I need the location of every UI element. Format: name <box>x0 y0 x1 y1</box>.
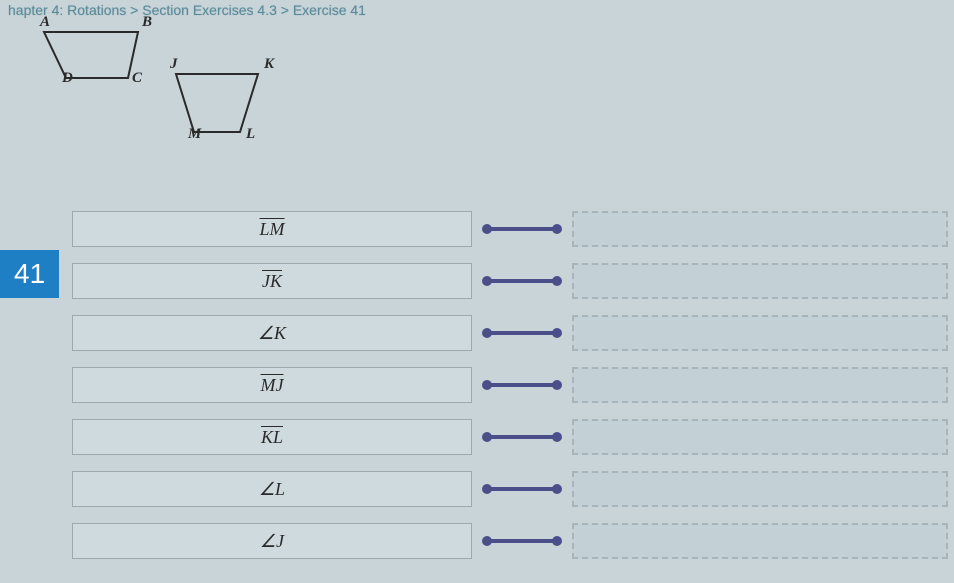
svg-text:M: M <box>187 126 202 142</box>
matching-area: LM JK ∠K MJ KL ∠L ∠J <box>72 210 952 574</box>
source-tile[interactable]: MJ <box>72 367 472 403</box>
svg-text:B: B <box>141 14 152 30</box>
source-tile[interactable]: KL <box>72 419 472 455</box>
svg-text:L: L <box>245 126 255 142</box>
match-row: ∠L <box>72 470 952 508</box>
target-dropzone[interactable] <box>572 471 948 507</box>
source-tile[interactable]: LM <box>72 211 472 247</box>
target-dropzone[interactable] <box>572 315 948 351</box>
source-label: LM <box>259 219 284 240</box>
target-dropzone[interactable] <box>572 263 948 299</box>
connector <box>472 315 572 351</box>
source-tile[interactable]: JK <box>72 263 472 299</box>
source-label: MJ <box>261 375 284 396</box>
target-dropzone[interactable] <box>572 419 948 455</box>
match-row: JK <box>72 262 952 300</box>
svg-text:J: J <box>169 56 178 72</box>
source-tile[interactable]: ∠L <box>72 471 472 507</box>
match-row: MJ <box>72 366 952 404</box>
source-label: ∠L <box>259 479 285 500</box>
connector <box>472 471 572 507</box>
connector <box>472 419 572 455</box>
match-row: ∠J <box>72 522 952 560</box>
source-label: JK <box>262 271 282 292</box>
target-dropzone[interactable] <box>572 523 948 559</box>
exercise-badge: 41 <box>0 250 59 298</box>
svg-text:D: D <box>61 70 73 86</box>
source-label: KL <box>261 427 283 448</box>
source-tile[interactable]: ∠K <box>72 315 472 351</box>
source-label: ∠J <box>260 531 284 552</box>
svg-text:K: K <box>263 56 275 72</box>
match-row: ∠K <box>72 314 952 352</box>
match-row: KL <box>72 418 952 456</box>
connector <box>472 211 572 247</box>
target-dropzone[interactable] <box>572 367 948 403</box>
connector <box>472 367 572 403</box>
source-tile[interactable]: ∠J <box>72 523 472 559</box>
svg-text:A: A <box>39 14 50 30</box>
match-row: LM <box>72 210 952 248</box>
target-dropzone[interactable] <box>572 211 948 247</box>
geometry-diagram: ABCDJKLM <box>30 20 330 170</box>
connector <box>472 263 572 299</box>
connector <box>472 523 572 559</box>
svg-text:C: C <box>132 70 143 86</box>
source-label: ∠K <box>258 323 286 344</box>
